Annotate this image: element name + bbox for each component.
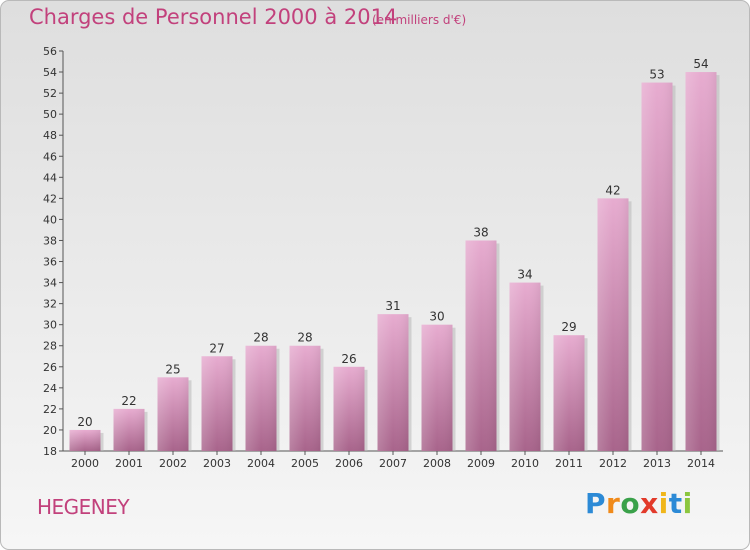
y-tick-label: 18 bbox=[43, 445, 57, 458]
y-tick-label: 28 bbox=[43, 340, 57, 353]
y-tick-label: 32 bbox=[43, 298, 57, 311]
bar-shine bbox=[377, 314, 409, 451]
bar-shine bbox=[685, 72, 717, 451]
bar-shine bbox=[201, 356, 233, 451]
data-label: 38 bbox=[473, 225, 488, 239]
x-tick-label: 2002 bbox=[159, 457, 187, 470]
y-tick-label: 38 bbox=[43, 234, 57, 247]
bar-shine bbox=[245, 345, 277, 451]
y-tick-label: 48 bbox=[43, 129, 57, 142]
data-label: 30 bbox=[429, 310, 444, 324]
x-tick-label: 2000 bbox=[71, 457, 99, 470]
bar-shine bbox=[421, 324, 453, 451]
x-tick-label: 2011 bbox=[555, 457, 583, 470]
bar-shine bbox=[69, 429, 101, 451]
x-tick-label: 2009 bbox=[467, 457, 495, 470]
data-label: 22 bbox=[121, 394, 136, 408]
data-label: 28 bbox=[297, 331, 312, 345]
logo-letter: t bbox=[668, 487, 683, 520]
y-tick-label: 22 bbox=[43, 403, 57, 416]
chart-subtitle: (en milliers d'€) bbox=[372, 13, 467, 27]
logo-letter: x bbox=[640, 487, 659, 520]
y-tick-label: 36 bbox=[43, 256, 57, 269]
y-tick-label: 54 bbox=[43, 66, 57, 79]
y-tick-label: 24 bbox=[43, 382, 57, 395]
x-tick-label: 2004 bbox=[247, 457, 275, 470]
bar-shine bbox=[157, 377, 189, 451]
x-tick-label: 2006 bbox=[335, 457, 363, 470]
data-label: 42 bbox=[605, 183, 620, 197]
y-tick-label: 46 bbox=[43, 150, 57, 163]
data-label: 27 bbox=[209, 341, 224, 355]
y-tick-label: 20 bbox=[43, 424, 57, 437]
x-tick-label: 2008 bbox=[423, 457, 451, 470]
y-tick-label: 44 bbox=[43, 171, 57, 184]
bar-shine bbox=[509, 282, 541, 451]
x-tick-label: 2001 bbox=[115, 457, 143, 470]
bar-shine bbox=[641, 82, 673, 451]
data-label: 26 bbox=[341, 352, 356, 366]
x-tick-label: 2012 bbox=[599, 457, 627, 470]
y-tick-label: 52 bbox=[43, 87, 57, 100]
data-label: 29 bbox=[561, 320, 576, 334]
data-label: 28 bbox=[253, 331, 268, 345]
data-label: 53 bbox=[649, 68, 664, 82]
data-label: 20 bbox=[77, 415, 92, 429]
logo-letter: i bbox=[658, 487, 669, 520]
y-tick-label: 50 bbox=[43, 108, 57, 121]
bar-shine bbox=[597, 198, 629, 451]
logo-letter: o bbox=[620, 487, 641, 520]
logo-letter: i bbox=[682, 487, 693, 520]
x-tick-label: 2007 bbox=[379, 457, 407, 470]
data-label: 25 bbox=[165, 362, 180, 376]
y-tick-label: 34 bbox=[43, 277, 57, 290]
data-label: 34 bbox=[517, 268, 532, 282]
proxiti-logo: Proxiti bbox=[585, 487, 693, 520]
logo-letter: r bbox=[606, 487, 621, 520]
bar-shine bbox=[289, 345, 321, 451]
x-tick-label: 2013 bbox=[643, 457, 671, 470]
x-tick-label: 2010 bbox=[511, 457, 539, 470]
bar-shine bbox=[553, 335, 585, 451]
commune-name: HEGENEY bbox=[37, 495, 130, 519]
y-tick-label: 56 bbox=[43, 45, 57, 58]
logo-letter: P bbox=[585, 487, 607, 520]
bar-shine bbox=[465, 240, 497, 451]
bar-shine bbox=[113, 408, 145, 451]
x-tick-label: 2014 bbox=[687, 457, 715, 470]
bar-shine bbox=[333, 366, 365, 451]
y-tick-label: 30 bbox=[43, 319, 57, 332]
data-label: 31 bbox=[385, 299, 400, 313]
data-label: 54 bbox=[693, 57, 708, 71]
y-tick-label: 26 bbox=[43, 361, 57, 374]
y-tick-label: 42 bbox=[43, 192, 57, 205]
x-tick-label: 2003 bbox=[203, 457, 231, 470]
y-tick-label: 40 bbox=[43, 213, 57, 226]
x-tick-label: 2005 bbox=[291, 457, 319, 470]
chart-title: Charges de Personnel 2000 à 2014 bbox=[29, 5, 398, 29]
